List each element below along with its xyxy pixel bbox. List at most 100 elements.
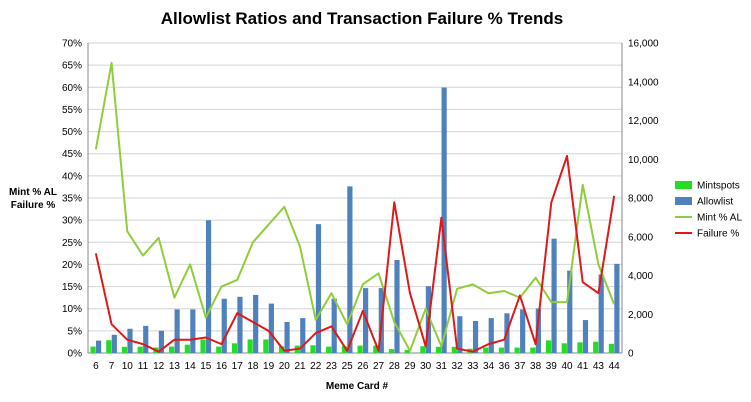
bar-mintspots	[483, 347, 489, 353]
x-tick-label: 33	[467, 361, 479, 372]
x-tick-label: 17	[232, 361, 244, 372]
right-tick-label: 6,000	[628, 232, 653, 243]
x-tick-label: 44	[609, 361, 621, 372]
bar-mintspots	[106, 340, 112, 353]
bar-mintspots	[420, 346, 426, 353]
x-tick-label: 27	[373, 361, 385, 372]
x-tick-label: 31	[436, 361, 448, 372]
x-tick-label: 14	[185, 361, 197, 372]
bar-allowlist	[582, 320, 589, 353]
bar-mintspots	[404, 350, 410, 353]
x-tick-label: 7	[109, 361, 115, 372]
x-tick-label: 10	[122, 361, 134, 372]
bar-allowlist	[598, 274, 604, 353]
right-tick-label: 10,000	[628, 155, 659, 166]
x-tick-label: 37	[514, 361, 526, 372]
legend-label-failure-: Failure %	[697, 229, 739, 240]
x-tick-label: 19	[263, 361, 275, 372]
left-tick-label: 30%	[62, 216, 82, 227]
bar-allowlist	[567, 270, 573, 353]
bar-allowlist	[205, 220, 212, 353]
bar-allowlist	[111, 334, 117, 353]
x-tick-label: 36	[499, 361, 511, 372]
bar-mintspots	[436, 346, 442, 353]
left-tick-label: 0%	[68, 349, 83, 360]
left-tick-label: 55%	[62, 105, 82, 116]
x-tick-label: 39	[546, 361, 558, 372]
x-tick-label: 29	[404, 361, 416, 372]
right-tick-label: 4,000	[628, 271, 653, 282]
bar-mintspots	[545, 340, 552, 353]
left-tick-label: 70%	[62, 39, 82, 50]
x-tick-label: 43	[593, 361, 605, 372]
bar-allowlist	[488, 318, 494, 354]
legend-label-mintspots: Mintspots	[697, 181, 740, 192]
left-tick-label: 20%	[62, 260, 82, 271]
bar-allowlist	[300, 318, 306, 354]
x-tick-label: 34	[483, 361, 495, 372]
left-axis-title-line-2: Failure %	[11, 200, 56, 211]
x-tick-label: 40	[561, 361, 573, 372]
x-tick-label: 30	[420, 361, 432, 372]
left-tick-label: 35%	[62, 194, 82, 205]
bar-allowlist	[551, 238, 557, 353]
bar-mintspots	[247, 339, 253, 353]
bar-mintspots	[184, 344, 190, 353]
left-tick-label: 40%	[62, 171, 82, 182]
x-tick-label: 18	[247, 361, 259, 372]
line-failure-	[94, 154, 616, 353]
legend-label-mint-al: Mint % AL	[697, 213, 742, 224]
bar-mintspots	[278, 346, 285, 353]
bar-mintspots	[310, 345, 316, 353]
bar-mintspots	[530, 347, 536, 353]
chart-title: Allowlist Ratios and Transaction Failure…	[161, 9, 563, 28]
bar-mintspots	[373, 345, 379, 353]
legend-label-allowlist: Allowlist	[697, 197, 733, 208]
left-tick-label: 60%	[62, 83, 82, 94]
x-tick-label: 21	[294, 361, 306, 372]
bar-allowlist	[190, 309, 196, 353]
x-tick-label: 26	[357, 361, 369, 372]
left-axis-title-line-1: Mint % AL	[9, 187, 57, 198]
x-tick-label: 41	[577, 361, 589, 372]
bar-allowlist	[331, 298, 337, 353]
bar-allowlist	[347, 186, 353, 354]
bar-mintspots	[608, 343, 614, 353]
bar-mintspots	[514, 347, 520, 353]
bar-mintspots	[326, 346, 332, 353]
legend-swatch-allowlist	[675, 197, 692, 205]
bar-allowlist	[614, 263, 620, 354]
bar-allowlist	[221, 298, 227, 353]
bar-mintspots	[263, 339, 269, 353]
right-tick-label: 14,000	[628, 77, 659, 88]
bar-allowlist	[441, 87, 447, 353]
legend-swatch-mintspots	[675, 181, 692, 189]
bar-allowlist	[158, 330, 165, 353]
x-tick-label: 11	[138, 361, 149, 372]
bar-mintspots	[451, 346, 457, 353]
bar-allowlist	[284, 322, 290, 353]
x-tick-label: 32	[452, 361, 464, 372]
bar-mintspots	[498, 347, 505, 353]
x-tick-label: 6	[93, 361, 99, 372]
x-tick-label: 22	[310, 361, 322, 372]
bar-allowlist	[96, 340, 102, 353]
bar-allowlist	[268, 303, 274, 353]
bar-mintspots	[561, 343, 567, 353]
bar-mintspots	[90, 346, 96, 353]
x-axis-title: Meme Card #	[326, 381, 389, 392]
right-tick-label: 8,000	[628, 194, 653, 205]
x-tick-label: 28	[389, 361, 401, 372]
right-tick-label: 16,000	[628, 39, 659, 50]
bar-mintspots	[216, 346, 222, 353]
right-tick-label: 12,000	[628, 116, 659, 127]
left-tick-label: 25%	[62, 238, 82, 249]
bar-allowlist	[520, 309, 526, 353]
bar-mintspots	[200, 339, 206, 353]
x-tick-label: 38	[530, 361, 542, 372]
left-tick-label: 5%	[68, 326, 83, 337]
legend: Mintspots Allowlist Mint % AL Failure %	[675, 181, 742, 240]
x-tick-label: 13	[169, 361, 181, 372]
left-tick-label: 65%	[62, 61, 82, 72]
x-tick-label: 23	[326, 361, 338, 372]
